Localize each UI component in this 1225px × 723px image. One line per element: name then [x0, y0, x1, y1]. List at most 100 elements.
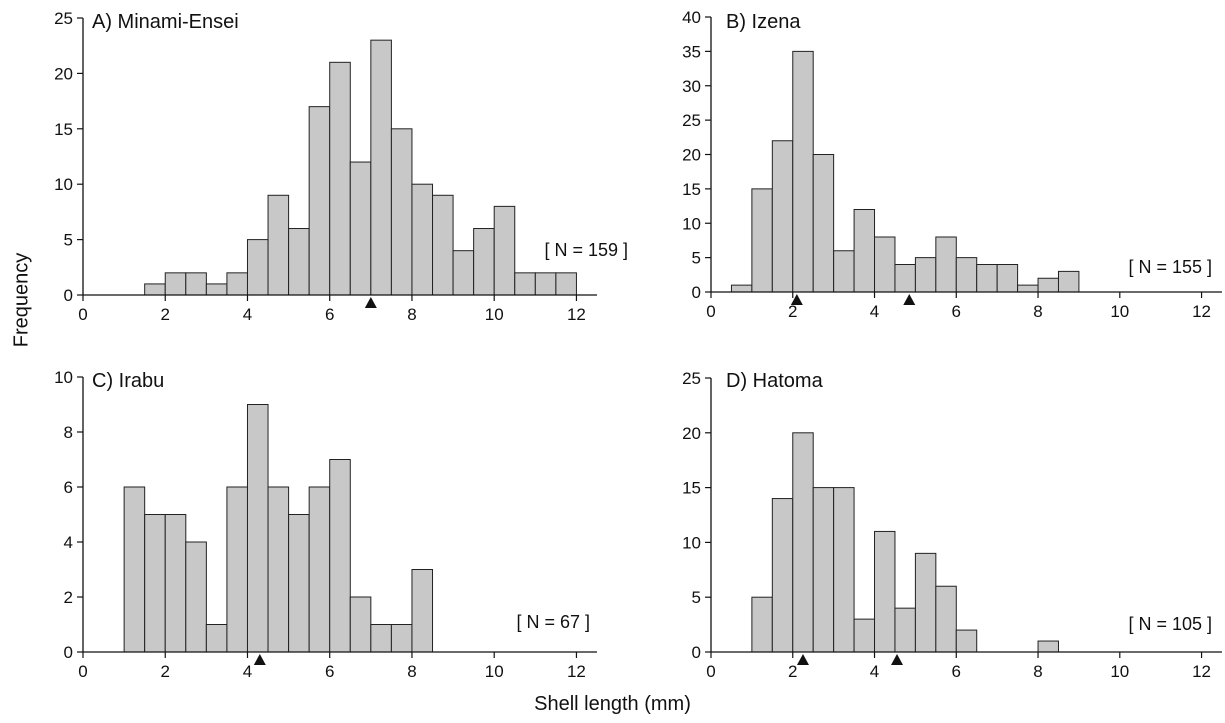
histogram-bar: [874, 530, 896, 653]
x-tick-label: 10: [1110, 662, 1129, 681]
panel-title: D) Hatoma: [726, 370, 824, 392]
x-tick-label: 2: [788, 662, 797, 681]
y-tick-label: 25: [54, 9, 73, 28]
sample-size-label: [ N = 105 ]: [1128, 614, 1212, 634]
histogram-bar: [226, 486, 248, 653]
histogram-bar: [1037, 277, 1059, 293]
histogram-bar: [751, 596, 773, 653]
y-tick-label: 20: [682, 424, 701, 443]
x-tick-label: 12: [567, 305, 586, 324]
y-tick-label: 0: [692, 283, 701, 302]
histogram-bar: [555, 272, 577, 296]
y-tick-label: 35: [682, 42, 701, 61]
y-tick-label: 0: [692, 643, 701, 662]
histogram-bar: [205, 283, 228, 296]
y-tick-label: 5: [692, 249, 701, 268]
histogram-bar: [914, 552, 937, 653]
histogram-bar: [792, 50, 814, 293]
x-tick-label: 4: [243, 305, 252, 324]
histogram-bar: [894, 264, 916, 293]
histogram-bar: [144, 283, 166, 296]
histogram-bar: [833, 487, 855, 653]
y-tick-label: 25: [682, 111, 701, 130]
histogram-bar: [514, 272, 536, 296]
y-tick-label: 6: [64, 478, 73, 497]
mean-marker-triangle: [253, 654, 266, 665]
mean-marker-triangle: [891, 654, 904, 665]
x-tick-label: 8: [1033, 302, 1042, 321]
histogram-bar: [267, 194, 290, 296]
histogram-bar: [246, 239, 269, 296]
histogram-bar: [226, 272, 248, 296]
x-tick-label: 4: [870, 662, 879, 681]
y-tick-label: 40: [682, 8, 701, 27]
histogram-bar: [432, 194, 454, 296]
histogram-bar: [329, 61, 351, 296]
histogram-bar: [329, 459, 351, 653]
x-tick-label: 4: [870, 302, 879, 321]
x-tick-label: 6: [952, 662, 961, 681]
x-tick-label: 12: [567, 662, 586, 681]
histogram-bar: [935, 585, 957, 653]
y-tick-label: 25: [682, 369, 701, 388]
histogram-bar: [955, 629, 978, 653]
y-tick-label: 2: [64, 588, 73, 607]
panel-title: A) Minami-Ensei: [92, 11, 239, 33]
x-tick-label: 8: [407, 662, 416, 681]
x-axis-label: Shell length (mm): [534, 693, 691, 715]
x-tick-label: 4: [243, 662, 252, 681]
y-tick-label: 10: [682, 533, 701, 552]
y-axis-label: Frequency: [10, 252, 33, 348]
histogram-bar: [853, 209, 876, 293]
y-tick-label: 15: [54, 120, 73, 139]
histogram-bar: [411, 569, 434, 653]
histogram-bar: [914, 257, 937, 293]
y-tick-label: 10: [54, 175, 73, 194]
histogram-bar: [370, 39, 392, 296]
x-tick-label: 2: [161, 305, 170, 324]
x-tick-label: 6: [325, 662, 334, 681]
histogram-bar: [370, 624, 392, 653]
x-tick-label: 10: [1110, 302, 1129, 321]
histogram-bar: [390, 624, 413, 653]
histogram-bar: [812, 487, 835, 653]
x-tick-label: 10: [485, 662, 504, 681]
histogram-bar: [955, 257, 978, 293]
y-tick-label: 15: [682, 479, 701, 498]
x-tick-label: 10: [485, 305, 504, 324]
histogram-bar: [812, 154, 835, 293]
sample-size-label: [ N = 155 ]: [1128, 257, 1212, 277]
x-tick-label: 0: [78, 305, 87, 324]
histogram-bar: [288, 228, 310, 296]
histogram-bar: [452, 250, 475, 296]
histogram-bar: [164, 514, 187, 653]
histogram-bar: [874, 236, 896, 293]
x-tick-label: 8: [1033, 662, 1042, 681]
x-tick-label: 2: [161, 662, 170, 681]
y-tick-label: 10: [54, 368, 73, 387]
histogram-panel-2: 0 5 10 15 20 25 30 35 40 0 2 4 6 8 10 12 B) Izena [ N = 1…: [682, 8, 1222, 321]
histogram-panel-4: 0 5 10 15 20 25 0 2 4 6 8 10 12 D) Hatoma [ N = 105 ]: [682, 369, 1222, 681]
histogram-bar: [349, 161, 372, 296]
x-tick-label: 0: [78, 662, 87, 681]
histogram-bar: [853, 618, 876, 653]
histogram-bar: [308, 486, 331, 653]
y-tick-label: 4: [64, 533, 73, 552]
histogram-bar: [473, 228, 495, 296]
histogram-panel-3: 0 2 4 6 8 10 0 2 4 6 8 10 12 C) Irabu [ N = 67 ]: [54, 368, 597, 681]
histogram-bar: [246, 404, 269, 653]
histogram-bar: [771, 498, 794, 653]
histogram-bar: [792, 432, 814, 653]
x-tick-label: 8: [407, 305, 416, 324]
histogram-bar: [267, 486, 290, 653]
histogram-bar: [833, 250, 855, 293]
histogram-bar: [1057, 270, 1080, 293]
y-tick-label: 5: [64, 231, 73, 250]
histogram-bar: [1017, 284, 1039, 293]
y-tick-label: 20: [54, 64, 73, 83]
histogram-bar: [771, 140, 794, 293]
x-tick-label: 0: [706, 302, 715, 321]
histogram-bar: [205, 624, 228, 653]
histogram-panel-1: 0 5 10 15 20 25 0 2 4 6 8 10 12 A) Minami-Ensei [ N = …: [54, 9, 628, 324]
